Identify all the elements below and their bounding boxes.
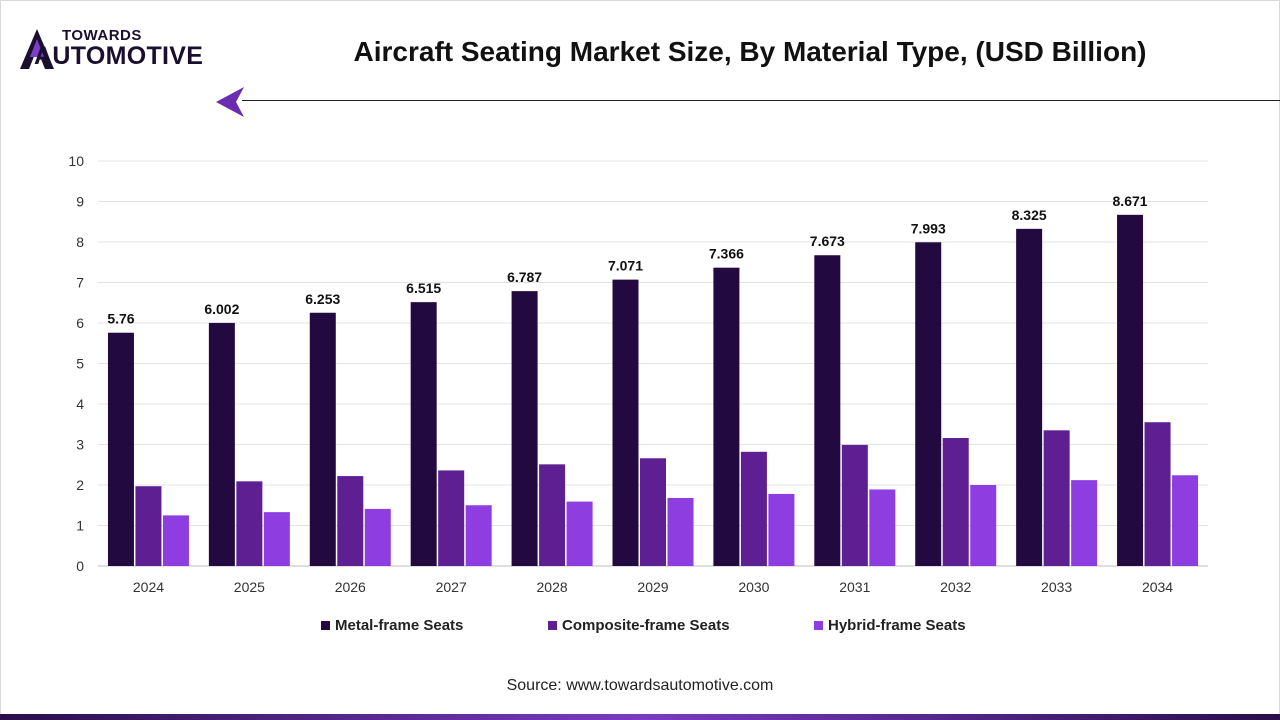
brand-logo: TOWARDS AUTOMOTIVE xyxy=(20,27,225,71)
y-tick-label: 0 xyxy=(76,558,84,574)
legend-label: Hybrid-frame Seats xyxy=(828,617,966,634)
header-divider xyxy=(242,100,1280,101)
data-label: 8.671 xyxy=(1113,193,1148,209)
bar-metal-frame-seats2026 xyxy=(309,312,336,566)
brand-line-2: AUTOMOTIVE xyxy=(34,42,204,70)
bar-metal-frame-seats2033 xyxy=(1016,228,1043,566)
data-label: 5.76 xyxy=(107,311,134,327)
brand-line-1: TOWARDS xyxy=(62,27,142,44)
bar-metal-frame-seats2030 xyxy=(713,267,740,566)
bar-hybrid-frame-seats2025 xyxy=(263,512,290,566)
x-tick-label: 2031 xyxy=(839,579,870,595)
y-tick-label: 7 xyxy=(76,275,84,291)
y-tick-label: 1 xyxy=(76,518,84,534)
bar-composite-frame-seats2031 xyxy=(841,444,868,566)
x-tick-label: 2025 xyxy=(234,579,265,595)
y-tick-label: 4 xyxy=(76,396,84,412)
source-note: Source: www.towardsautomotive.com xyxy=(506,677,774,694)
bar-hybrid-frame-seats2031 xyxy=(869,489,896,566)
bar-hybrid-frame-seats2032 xyxy=(970,485,997,566)
bar-hybrid-frame-seats2034 xyxy=(1172,475,1199,566)
bar-metal-frame-seats2028 xyxy=(511,291,538,566)
x-tick-label: 2027 xyxy=(436,579,467,595)
legend-item: Composite-frame Seats xyxy=(548,617,730,634)
data-label: 7.366 xyxy=(709,246,744,262)
y-tick-label: 3 xyxy=(76,437,84,453)
y-tick-label: 10 xyxy=(68,153,84,169)
bar-metal-frame-seats2032 xyxy=(915,242,942,566)
x-tick-label: 2030 xyxy=(738,579,769,595)
y-tick-label: 5 xyxy=(76,356,84,372)
data-label: 6.515 xyxy=(406,280,441,296)
bar-composite-frame-seats2024 xyxy=(135,486,162,566)
bar-composite-frame-seats2028 xyxy=(539,464,566,566)
bar-hybrid-frame-seats2026 xyxy=(364,508,391,566)
bar-metal-frame-seats2024 xyxy=(107,332,134,566)
bottom-accent-bar xyxy=(0,714,1280,720)
data-label: 7.993 xyxy=(911,220,946,236)
legend-label: Composite-frame Seats xyxy=(562,617,730,634)
legend-swatch xyxy=(321,621,330,630)
bar-hybrid-frame-seats2027 xyxy=(465,505,492,566)
data-label: 6.787 xyxy=(507,269,542,285)
bar-hybrid-frame-seats2029 xyxy=(667,497,694,566)
back-arrow-icon xyxy=(216,87,244,117)
bar-composite-frame-seats2034 xyxy=(1144,422,1171,566)
x-tick-label: 2034 xyxy=(1142,579,1173,595)
x-tick-label: 2028 xyxy=(537,579,568,595)
bar-hybrid-frame-seats2030 xyxy=(768,493,795,566)
bar-metal-frame-seats2031 xyxy=(814,255,841,566)
legend-item: Hybrid-frame Seats xyxy=(814,617,966,634)
bar-composite-frame-seats2025 xyxy=(236,481,263,566)
bar-composite-frame-seats2029 xyxy=(640,458,666,566)
bar-metal-frame-seats2027 xyxy=(410,302,437,566)
bar-metal-frame-seats2029 xyxy=(612,279,639,566)
data-label: 6.253 xyxy=(305,291,340,307)
bar-composite-frame-seats2027 xyxy=(438,470,465,566)
bar-hybrid-frame-seats2024 xyxy=(162,515,189,566)
bar-composite-frame-seats2026 xyxy=(337,476,364,566)
y-tick-label: 2 xyxy=(76,477,84,493)
y-tick-label: 8 xyxy=(76,234,84,250)
bar-hybrid-frame-seats2028 xyxy=(566,501,593,566)
chart-title: Aircraft Seating Market Size, By Materia… xyxy=(353,36,1147,67)
data-label: 7.673 xyxy=(810,233,845,249)
bar-composite-frame-seats2032 xyxy=(942,438,969,566)
logo-mark-icon xyxy=(20,29,54,69)
bar-hybrid-frame-seats2033 xyxy=(1071,480,1098,566)
legend-label: Metal-frame Seats xyxy=(335,617,464,634)
bar-metal-frame-seats2034 xyxy=(1117,214,1144,566)
bar-composite-frame-seats2033 xyxy=(1043,430,1070,566)
bar-composite-frame-seats2030 xyxy=(740,451,767,566)
data-label: 7.071 xyxy=(608,258,643,274)
bar-chart: 0 1 2 3 4 5 6 7 8 9 10 5.76 2024 6.002 2025 6.253 2026 6.… xyxy=(68,153,1208,595)
legend-swatch xyxy=(548,621,557,630)
x-tick-label: 2032 xyxy=(940,579,971,595)
data-label: 6.002 xyxy=(204,301,239,317)
y-tick-label: 9 xyxy=(76,194,84,210)
x-tick-label: 2024 xyxy=(133,579,164,595)
y-tick-label: 6 xyxy=(76,315,84,331)
bar-metal-frame-seats2025 xyxy=(208,322,235,566)
legend-item: Metal-frame Seats xyxy=(321,617,463,634)
x-tick-label: 2033 xyxy=(1041,579,1072,595)
x-tick-label: 2029 xyxy=(637,579,668,595)
data-label: 8.325 xyxy=(1012,207,1047,223)
chart-legend: Metal-frame Seats Composite-frame Seats Hy… xyxy=(0,617,1280,637)
x-tick-label: 2026 xyxy=(335,579,366,595)
legend-swatch xyxy=(814,621,823,630)
